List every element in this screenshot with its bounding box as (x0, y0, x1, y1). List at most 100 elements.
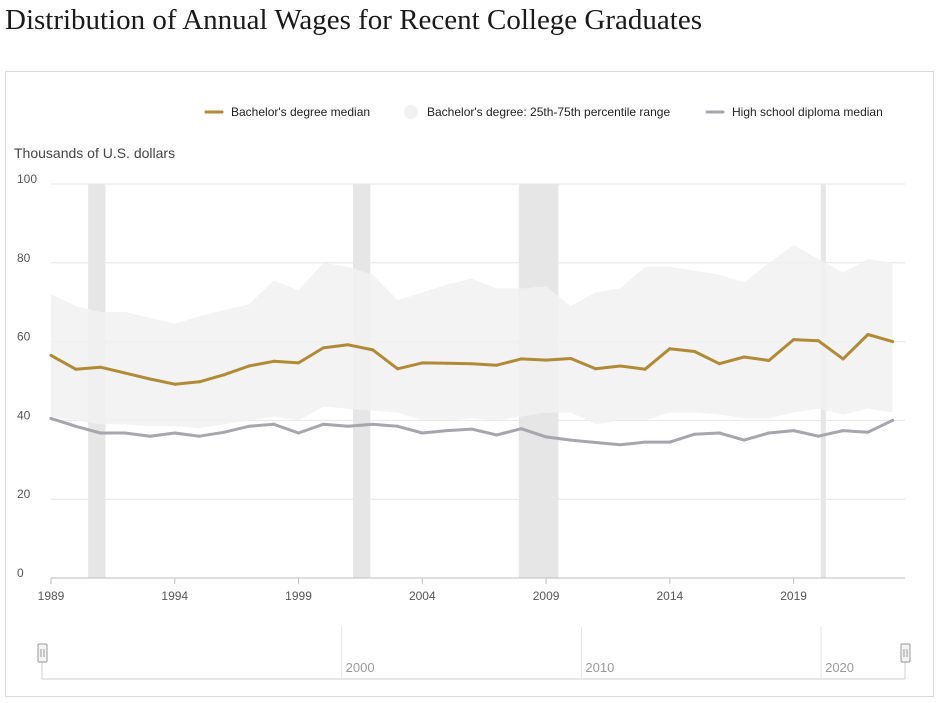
highschool-point (742, 438, 746, 442)
bachelor-point (321, 346, 325, 350)
bachelor-point (594, 367, 598, 371)
highschool-point (148, 434, 152, 438)
highschool-point (247, 424, 251, 428)
navigator-right-handle[interactable] (900, 643, 911, 663)
legend-highschool-label: High school diploma median (732, 105, 883, 119)
bachelor-point (198, 380, 201, 384)
bachelor-point (247, 364, 251, 368)
range-navigator[interactable]: 2000 2010 2020 (37, 627, 911, 680)
highschool-point (346, 424, 350, 428)
y-tick-label: 0 (17, 566, 24, 580)
highschool-point (816, 434, 820, 438)
bachelor-point (222, 373, 226, 377)
y-tick-label: 100 (17, 172, 37, 186)
bachelor-point (470, 362, 474, 366)
highschool-point (371, 422, 375, 426)
bachelor-point (544, 358, 548, 362)
highschool-point (519, 427, 523, 431)
highschool-point (272, 422, 276, 426)
x-tick-label: 1989 (38, 589, 65, 603)
legend-item-highschool[interactable]: High school diploma median (705, 105, 883, 119)
highschool-point (396, 424, 400, 428)
chart-container: 0 20 40 60 80 100 1989 1994 1999 2004 2009 2014 2019… (5, 71, 934, 697)
legend-bachelor-label: Bachelor's degree median (231, 105, 370, 119)
highschool-point (123, 431, 127, 435)
bachelor-point (420, 361, 424, 365)
x-tick-label: 2004 (409, 589, 436, 603)
highschool-point (198, 434, 201, 438)
highschool-point (321, 422, 325, 426)
bachelor-point (816, 339, 820, 343)
y-tick-label: 60 (17, 330, 31, 344)
y-tick-label: 40 (17, 408, 31, 422)
legend-item-band[interactable]: Bachelor's degree: 25th-75th percentile … (404, 105, 670, 119)
highschool-point (643, 440, 647, 444)
series-lines-group (49, 333, 895, 447)
y-axis-label: Thousands of U.S. dollars (14, 145, 175, 161)
bachelor-point (693, 350, 697, 353)
highschool-point (173, 431, 177, 435)
highschool-point (74, 424, 78, 428)
navigator-right-handle-box[interactable] (900, 643, 911, 663)
bachelor-point (891, 340, 895, 344)
highschool-point (717, 431, 721, 435)
chart-svg: 0 20 40 60 80 100 1989 1994 1999 2004 2009 2014 2019… (14, 105, 911, 680)
bachelor-point (371, 348, 375, 352)
percentile-band-group (51, 245, 893, 429)
highschool-point (544, 435, 548, 439)
bachelor-point (643, 367, 647, 371)
bachelor-point (123, 371, 127, 375)
percentile-band-area (51, 245, 893, 429)
bachelor-point (445, 361, 449, 365)
legend-band-swatch (404, 105, 418, 119)
navigator-label: 2010 (585, 660, 614, 675)
bachelor-point (841, 357, 845, 361)
navigator-left-handle[interactable] (37, 643, 48, 663)
highschool-point (668, 440, 672, 444)
highschool-point (470, 427, 474, 431)
bachelor-point (148, 377, 152, 381)
highschool-point (495, 433, 499, 437)
bachelor-point (668, 347, 672, 351)
navigator-label: 2000 (346, 660, 375, 675)
bachelor-point (717, 362, 721, 366)
legend: Bachelor's degree median Bachelor's degr… (204, 105, 883, 119)
x-tick-label: 1999 (285, 589, 312, 603)
highschool-point (49, 416, 53, 420)
navigator-ticks: 2000 2010 2020 (341, 627, 854, 679)
y-tick-label: 80 (17, 251, 31, 265)
x-tick-label: 1994 (161, 589, 188, 603)
highschool-point (222, 430, 226, 434)
navigator-left-handle-box[interactable] (37, 643, 48, 663)
highschool-point (767, 431, 771, 435)
x-tick-label: 2014 (656, 589, 683, 603)
bachelor-point (618, 364, 622, 368)
bachelor-point (396, 367, 400, 371)
highschool-point (99, 431, 102, 435)
bachelor-point (297, 361, 300, 365)
bachelor-point (767, 359, 771, 362)
bachelor-point (346, 343, 350, 347)
bachelor-point (49, 353, 53, 357)
legend-item-bachelor[interactable]: Bachelor's degree median (204, 105, 370, 119)
x-tick-label: 2009 (533, 589, 560, 603)
highschool-point (297, 431, 300, 435)
bachelor-point (569, 357, 573, 360)
legend-band-label: Bachelor's degree: 25th-75th percentile … (427, 105, 670, 119)
highschool-point (891, 418, 895, 422)
bachelor-point (272, 359, 276, 363)
bachelor-point (173, 382, 177, 386)
page-title: Distribution of Annual Wages for Recent … (5, 4, 702, 36)
x-tick-label: 2019 (780, 589, 807, 603)
highschool-point (693, 432, 697, 436)
highschool-point (618, 443, 622, 447)
bachelor-point (742, 355, 746, 359)
bachelor-point (792, 338, 796, 342)
navigator-label: 2020 (825, 660, 854, 675)
highschool-point (569, 438, 573, 442)
highschool-point (841, 429, 845, 433)
highschool-point (445, 429, 449, 433)
bachelor-point (519, 357, 523, 361)
bachelor-point (74, 367, 78, 371)
bachelor-point (99, 365, 102, 369)
